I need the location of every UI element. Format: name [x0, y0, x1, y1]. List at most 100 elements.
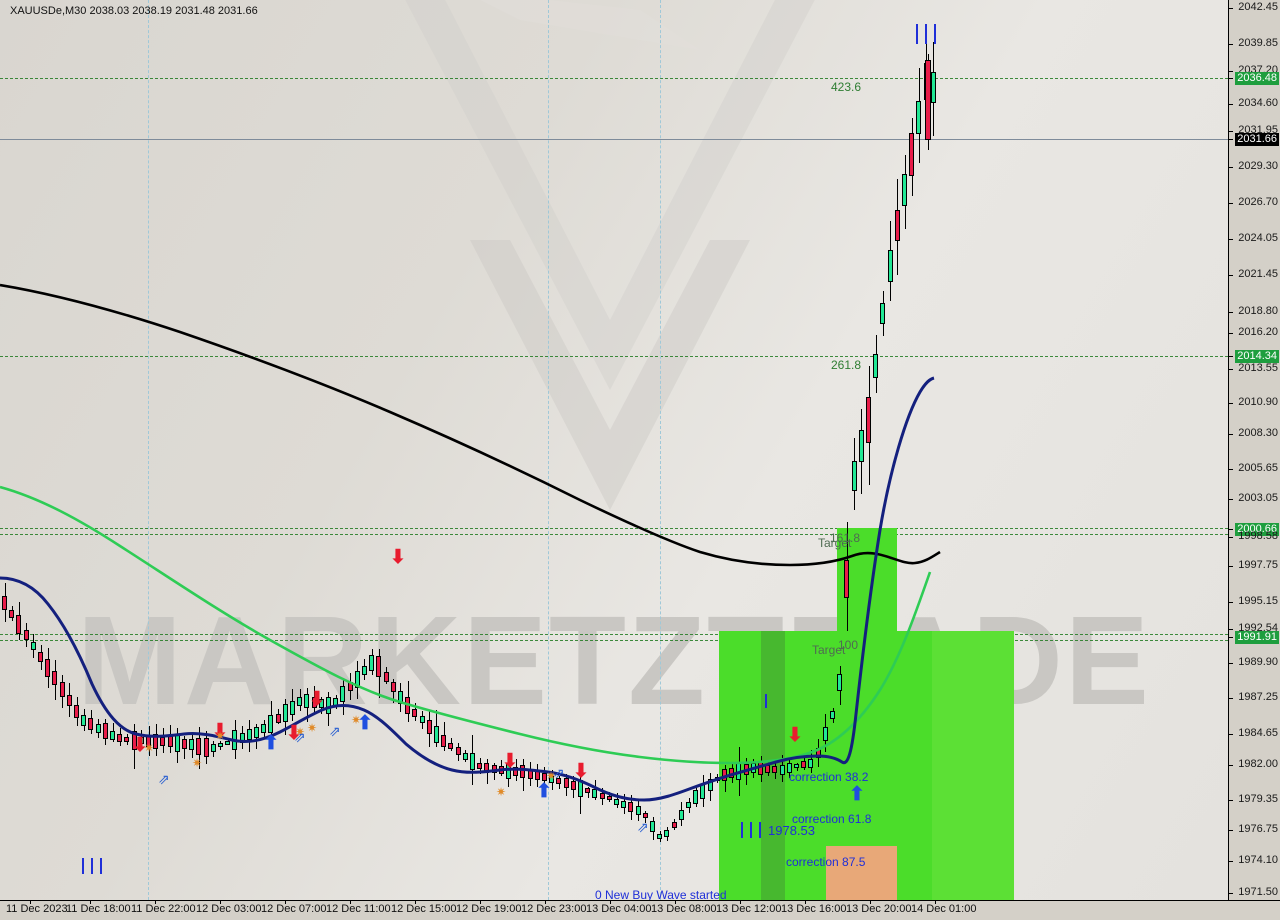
time-tick [30, 900, 31, 904]
candle-body [31, 642, 36, 650]
candle-body [837, 674, 842, 691]
sell-arrow-icon-2: ⬇ [212, 721, 228, 742]
day-separator-2 [548, 0, 549, 900]
candle-body [391, 682, 396, 692]
candle-body [880, 303, 885, 324]
price-label: 2016.20 [1238, 326, 1278, 338]
price-tick [1229, 637, 1233, 638]
price-tick [1229, 139, 1233, 140]
diagonal-arrow-icon-4: ⇗ [553, 765, 565, 781]
price-tick [1229, 203, 1233, 204]
candle-body [103, 723, 108, 739]
candle-body [340, 686, 345, 702]
time-label: 13 Dec 04:00 [586, 903, 652, 915]
tick-mark-bl-2 [91, 858, 93, 874]
candle-body [96, 724, 101, 733]
candle-body [254, 727, 259, 738]
tick-mark-wave-1 [741, 822, 743, 838]
candle-body [844, 560, 849, 598]
candle-body [333, 698, 338, 707]
price-tick [1229, 629, 1233, 630]
tick-mark-bl-3 [100, 858, 102, 874]
price-tick [1229, 44, 1233, 45]
time-tick [480, 900, 481, 904]
price-tick [1229, 529, 1233, 530]
candle-body [412, 709, 417, 717]
candle-body [24, 630, 29, 640]
price-scale[interactable]: 2042.45 2039.85 2037.20 2036.48 2034.60 2031.… [1229, 0, 1280, 900]
price-tick [1229, 8, 1233, 9]
candle-body [600, 793, 605, 799]
price-label: 2005.65 [1238, 462, 1278, 474]
candle-body [708, 779, 713, 791]
time-label: 11 Dec 2023 [6, 903, 68, 915]
sell-arrow-icon-4: ⬇ [309, 689, 325, 710]
candle-body [780, 765, 785, 775]
price-tick [1229, 663, 1233, 664]
candle-body [888, 250, 893, 282]
candle-body [808, 759, 813, 768]
candle-body [823, 727, 828, 741]
sell-arrow-icon-6: ⬇ [502, 751, 518, 772]
tick-mark-top-2 [925, 24, 927, 44]
time-tick [805, 900, 806, 904]
time-label: 12 Dec 11:00 [326, 903, 391, 915]
price-label: 1995.15 [1238, 595, 1278, 607]
time-tick [740, 900, 741, 904]
target-label-lower: Target [812, 643, 846, 657]
time-label: 13 Dec 12:00 [716, 903, 782, 915]
candle-body [492, 765, 497, 773]
candle-body [902, 174, 907, 206]
price-tick [1229, 71, 1233, 72]
candle-body [535, 770, 540, 780]
time-label: 13 Dec 16:00 [781, 903, 847, 915]
time-tick [545, 900, 546, 904]
candle-body [520, 765, 525, 778]
candle-body [405, 697, 410, 714]
sell-arrow-icon-3: ⬇ [286, 723, 302, 744]
time-label: 12 Dec 23:00 [521, 903, 587, 915]
candle-body [636, 806, 641, 815]
sell-arrow-icon-1: ⬇ [132, 735, 148, 756]
candle-body [830, 711, 835, 719]
candle-body [700, 784, 705, 799]
price-label: 2026.70 [1238, 196, 1278, 208]
candle-body [664, 830, 669, 837]
candle-body [434, 726, 439, 743]
price-label: 1998.58 [1238, 530, 1278, 542]
price-label: 2013.55 [1238, 362, 1278, 374]
time-label: 12 Dec 15:00 [391, 903, 457, 915]
price-tick [1229, 602, 1233, 603]
candle-body [88, 718, 93, 730]
candle-body [376, 656, 381, 677]
price-tick [1229, 131, 1233, 132]
tick-mark-wave-3 [759, 822, 761, 838]
sell-arrow-icon-8: ⬇ [787, 725, 803, 746]
price-label: 2003.05 [1238, 492, 1278, 504]
candle-body [729, 768, 734, 778]
candle-body [564, 778, 569, 788]
time-label: 11 Dec 22:00 [131, 903, 196, 915]
time-tick [155, 900, 156, 904]
chart-plot-area[interactable]: MARKETZTRADE ⬇ ⬇ ⬇ ⬇ ⬇ ⬇ [0, 0, 1228, 900]
candle-body [693, 790, 698, 804]
candle-body [283, 704, 288, 722]
time-label: 13 Dec 20:00 [846, 903, 912, 915]
candle-body [45, 659, 50, 677]
price-label: 2021.45 [1238, 268, 1278, 280]
price-label: 2024.05 [1238, 232, 1278, 244]
candle-body [182, 739, 187, 749]
candle-body [60, 682, 65, 697]
candle-body [607, 796, 612, 800]
candle-body [931, 72, 936, 103]
price-tick [1229, 434, 1233, 435]
star-icon-8: ✷ [546, 769, 557, 783]
candle-body [477, 763, 482, 769]
price-tick [1229, 356, 1233, 357]
fib-line-161-8-b [0, 534, 1228, 535]
current-price-line [0, 139, 1228, 140]
price-tick [1229, 333, 1233, 334]
candle-body [355, 671, 360, 688]
candle-body [744, 764, 749, 775]
price-label: 2034.60 [1238, 97, 1278, 109]
